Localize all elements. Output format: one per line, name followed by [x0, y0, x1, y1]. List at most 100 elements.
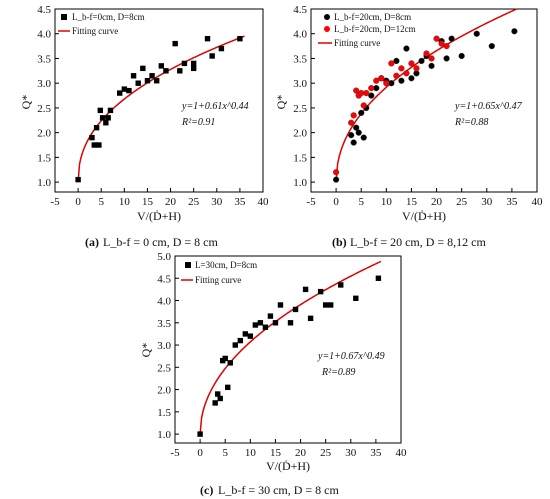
panel-a-equation: y=1+0.61x^0.44: [181, 101, 249, 112]
panel-b-legend-marker-0: [324, 14, 330, 20]
panel-c-r2: R²=0.89: [321, 367, 355, 378]
panel-a-point-s0: [158, 63, 165, 69]
panel-a-point-s0: [130, 73, 137, 79]
panel-c-point-s0: [232, 342, 238, 348]
panel-c-xtick-label: 5: [222, 447, 228, 459]
panel-a-legend-marker-0: [61, 14, 67, 20]
panel-a-ytick-label: 1.0: [37, 177, 51, 189]
panel-b-ytick-label: 3.5: [293, 53, 307, 65]
panel-c-ytick-label: 2.5: [157, 362, 171, 374]
panel-c-point-s0: [247, 333, 254, 339]
panel-b-xticks: -5 0 5 10 15 20 25 30 35 40: [306, 188, 543, 208]
panel-c-point-s0: [287, 320, 294, 326]
panel-a-point-s0: [121, 86, 128, 92]
panel-c-xtick-label: 15: [270, 447, 282, 459]
panel-c-point-s0: [214, 391, 221, 397]
panel-b-point-s1: [388, 60, 395, 67]
panel-b-point-s0: [393, 57, 400, 65]
panel-c-point-s0: [327, 302, 334, 308]
panel-a-point-s0: [172, 40, 178, 47]
panel-b-xtick-label: 25: [456, 196, 468, 208]
panel-a-legend-1: Fitting curve: [72, 26, 118, 36]
panel-c-xtick-label: -5: [170, 447, 180, 459]
panel-b-r2: R²=0.88: [454, 117, 488, 128]
panel-b-fit-curve: [335, 8, 518, 183]
panel-c: -5 0 5 10 15 20 25 30 35 40 1.0 1.5 2.0 2.5 3.0 3.5 4.0…: [139, 251, 407, 497]
panel-a: -5 0 5 10 15 20 25 30 35 40 1.0 1.5 2.0 2.5 3.0 3.5 4.0…: [19, 4, 269, 249]
panel-b: -5 0 5 10 15 20 25 30 35 40 1.0 1.5 2.0 2.5 3.0 3.5 4.0…: [274, 4, 543, 249]
panel-a-xtick-label: 25: [188, 196, 200, 208]
panel-b-legend-2: Fitting curve: [334, 38, 380, 48]
panel-a-point-s0: [163, 68, 169, 74]
panel-b-point-s1: [428, 55, 435, 62]
panel-a-point-s0: [91, 142, 97, 148]
panel-c-point-s0: [353, 295, 359, 301]
panel-b-point-s0: [403, 45, 410, 52]
panel-a-xlabel: V/(Ḋ+H): [137, 209, 181, 223]
panel-a-ytick-label: 2.0: [37, 128, 51, 140]
panel-a-point-s0: [103, 120, 109, 126]
panel-c-xtick-label: 25: [320, 447, 332, 459]
panel-a-ytick-label: 4.5: [37, 4, 51, 16]
panel-b-point-s0: [473, 30, 480, 37]
panel-c-point-s0: [237, 337, 243, 344]
panel-a-caption-letter: (a): [85, 235, 99, 249]
panel-c-xtick-label: 30: [345, 447, 357, 459]
panel-b-legend-0: L_b-f=20cm, D=8cm: [334, 12, 411, 22]
panel-a-xtick-label: 40: [258, 196, 270, 208]
panel-b-frame: [310, 8, 538, 193]
panel-c-yticks: 1.0 1.5 2.0 2.5 3.0 3.5 4.0 4.5 5.0: [157, 251, 179, 441]
panel-b-point-s1: [378, 75, 385, 82]
panel-c-xtick-label: 40: [396, 447, 408, 459]
panel-a-point-s0: [117, 90, 123, 96]
panel-a-point-s0: [105, 115, 111, 121]
panel-a-xtick-label: 10: [119, 196, 131, 208]
panel-b-point-s0: [360, 134, 367, 141]
panel-b-xtick-label: 5: [358, 196, 364, 208]
panel-a-xticks: -5 0 5 10 15 20 25 30 35 40: [50, 188, 269, 208]
panel-b-point-s0: [348, 132, 355, 139]
panel-c-point-s0: [262, 324, 269, 330]
panel-a-ytick-label: 1.5: [37, 152, 51, 164]
panel-c-xticks: -5 0 5 10 15 20 25 30 35 40: [170, 439, 407, 459]
panel-c-caption-letter: (c): [200, 483, 213, 497]
panel-b-point-s1: [353, 87, 360, 94]
panel-b-point-s1: [408, 60, 415, 67]
panel-b-point-s0: [333, 176, 340, 183]
panel-c-ytick-label: 4.0: [157, 296, 171, 308]
panel-c-point-s0: [267, 313, 274, 319]
panel-a-point-s0: [181, 60, 188, 67]
panel-c-point-s0: [302, 286, 309, 293]
panel-a-point-s0: [153, 78, 160, 84]
panel-a-r2: R²=0.91: [181, 117, 215, 128]
panel-c-point-s0: [317, 288, 324, 295]
panel-c-ytick-label: 1.5: [157, 407, 171, 419]
panel-b-point-s0: [428, 62, 435, 69]
panel-c-point-s0: [212, 400, 218, 406]
panel-b-ytick-label: 2.0: [293, 128, 307, 140]
panel-b-point-s0: [443, 55, 450, 62]
panel-a-ytick-label: 4.0: [37, 29, 51, 41]
panel-b-equation: y=1+0.65x^0.47: [454, 101, 523, 112]
panel-b-yticks: 1.0 1.5 2.0 2.5 3.0 3.5 4.0 4.5: [293, 4, 315, 189]
panel-a-xtick-label: 0: [75, 196, 81, 208]
panel-b-point-s1: [368, 85, 375, 92]
panel-a-yticks: 1.0 1.5 2.0 2.5 3.0 3.5 4.0 4.5: [37, 4, 59, 189]
panel-c-fit-curve: [199, 260, 382, 435]
panel-b-point-s0: [488, 42, 495, 50]
panel-c-point-s0: [222, 355, 228, 362]
panel-b-point-s1: [438, 40, 445, 47]
panel-a-ytick-label: 2.5: [37, 103, 51, 115]
panel-c-equation: y=1+0.67x^0.49: [317, 351, 385, 362]
panel-a-points: [75, 35, 243, 183]
panel-b-point-s1: [403, 70, 410, 77]
panel-c-ytick-label: 1.0: [157, 429, 171, 441]
panel-b-point-s0: [358, 109, 365, 116]
panel-c-point-s0: [375, 275, 382, 281]
panel-c-caption: L_b-f = 30 cm, D = 8 cm: [218, 483, 340, 497]
panel-a-ytick-label: 3.5: [37, 53, 51, 65]
panel-a-point-s0: [97, 107, 103, 114]
panel-b-point-s1: [383, 80, 390, 87]
panel-c-xtick-label: 0: [197, 447, 203, 459]
